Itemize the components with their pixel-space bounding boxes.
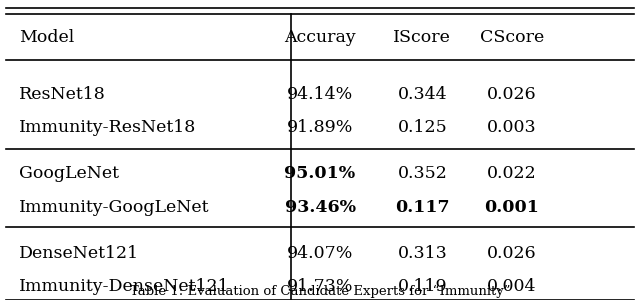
Text: 0.026: 0.026 [487, 86, 537, 103]
Text: 0.117: 0.117 [395, 199, 450, 215]
Text: GoogLeNet: GoogLeNet [19, 166, 119, 182]
Text: CScore: CScore [480, 29, 544, 46]
Text: 0.313: 0.313 [397, 245, 447, 262]
Text: Immunity-GoogLeNet: Immunity-GoogLeNet [19, 199, 210, 215]
Text: Table 1: Evaluation of Candidate Experts for “Immunity”: Table 1: Evaluation of Candidate Experts… [130, 285, 510, 298]
Text: 0.022: 0.022 [487, 166, 537, 182]
Text: 0.004: 0.004 [487, 278, 537, 295]
Text: 93.46%: 93.46% [285, 199, 355, 215]
Text: 0.352: 0.352 [397, 166, 447, 182]
Text: ResNet18: ResNet18 [19, 86, 106, 103]
Text: 91.89%: 91.89% [287, 119, 353, 136]
Text: 0.119: 0.119 [397, 278, 447, 295]
Text: 94.07%: 94.07% [287, 245, 353, 262]
Text: 0.003: 0.003 [487, 119, 537, 136]
Text: Immunity-ResNet18: Immunity-ResNet18 [19, 119, 196, 136]
Text: 0.344: 0.344 [397, 86, 447, 103]
Text: 95.01%: 95.01% [284, 166, 356, 182]
Text: Immunity-DenseNet121: Immunity-DenseNet121 [19, 278, 230, 295]
Text: DenseNet121: DenseNet121 [19, 245, 140, 262]
Text: 0.125: 0.125 [397, 119, 447, 136]
Text: Accuray: Accuray [284, 29, 356, 46]
Text: Model: Model [19, 29, 74, 46]
Text: IScore: IScore [394, 29, 451, 46]
Text: 0.026: 0.026 [487, 245, 537, 262]
Text: 91.73%: 91.73% [287, 278, 353, 295]
Text: 94.14%: 94.14% [287, 86, 353, 103]
Text: 0.001: 0.001 [484, 199, 540, 215]
